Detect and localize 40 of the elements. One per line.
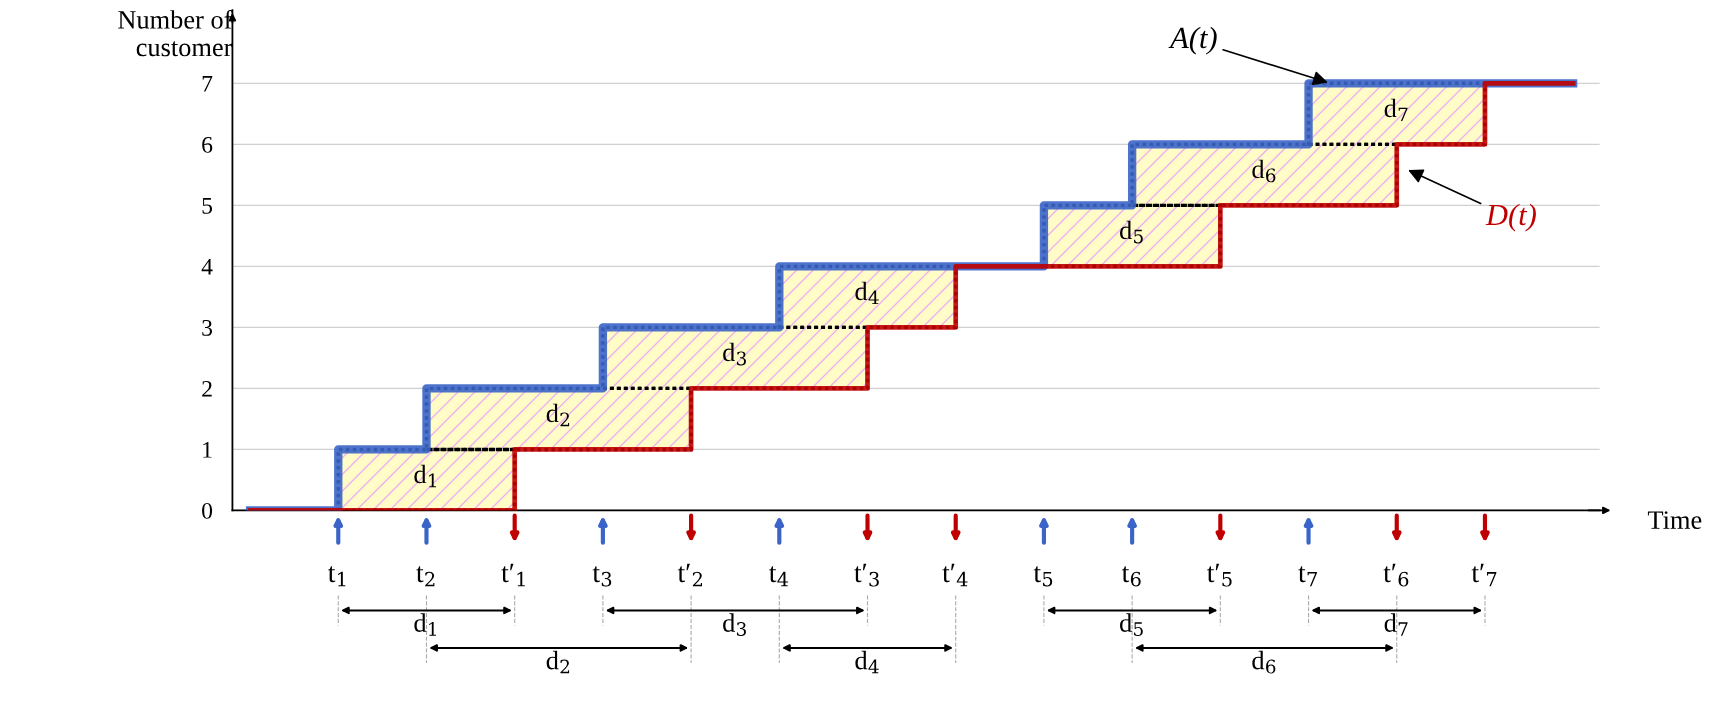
text: d$_{2}$ bbox=[546, 650, 570, 674]
y-tick-label: 2 bbox=[202, 380, 212, 397]
annotation: d$_{4}$ bbox=[855, 281, 879, 305]
series-label: D(t) bbox=[1485, 203, 1536, 232]
y-tick-label: 7 bbox=[202, 76, 213, 92]
y-tick-label: 4 bbox=[201, 259, 213, 275]
x-tick-label: t$_{2}$ bbox=[416, 566, 435, 587]
text: d$_{7}$ bbox=[1384, 613, 1408, 636]
x-tick-label: t′$_{4}$ bbox=[942, 563, 968, 587]
annotation: d$_{7}$ bbox=[1384, 98, 1408, 122]
y-tick-label: 1 bbox=[203, 442, 212, 458]
text: d$_{4}$ bbox=[855, 650, 879, 674]
x-tick-label: t$_{1}$ bbox=[327, 566, 346, 587]
annotation: d$_{5}$ bbox=[1120, 220, 1143, 244]
y-tick-label: 6 bbox=[202, 136, 213, 153]
annotation: d$_{3}$ bbox=[723, 342, 746, 366]
text: A(t) bbox=[1168, 26, 1217, 55]
text: d$_{5}$ bbox=[1120, 613, 1143, 637]
text: d$_{6}$ bbox=[1252, 650, 1276, 674]
annotation: d$_{6}$ bbox=[1252, 159, 1276, 183]
x-tick-label: t′$_{2}$ bbox=[677, 563, 702, 587]
annotation: d$_{2}$ bbox=[546, 403, 570, 427]
x-tick-label: t′$_{7}$ bbox=[1471, 563, 1497, 587]
x-tick-label: t$_{4}$ bbox=[769, 566, 789, 587]
x-tick-label: t$_{3}$ bbox=[592, 566, 612, 587]
text: d$_{1}$ bbox=[414, 613, 436, 636]
x-tick-label: t′$_{6}$ bbox=[1383, 563, 1409, 587]
x-tick-label: t$_{6}$ bbox=[1121, 566, 1141, 587]
x-tick-label: t′$_{1}$ bbox=[501, 563, 525, 587]
y-tick-label: 0 bbox=[202, 502, 213, 519]
x-tick-label: t′$_{3}$ bbox=[854, 563, 879, 587]
x-axis-title: Time bbox=[1647, 511, 1702, 529]
annotation: d$_{1}$ bbox=[414, 464, 436, 488]
y-axis-title: Number of customer bbox=[118, 9, 233, 57]
y-tick-label: 5 bbox=[202, 198, 213, 214]
x-tick-label: t′$_{5}$ bbox=[1207, 563, 1232, 587]
text: d$_{3}$ bbox=[723, 613, 746, 637]
y-tick-label: 3 bbox=[202, 319, 213, 336]
x-tick-label: t$_{7}$ bbox=[1298, 566, 1317, 587]
x-tick-label: t$_{5}$ bbox=[1033, 566, 1053, 587]
